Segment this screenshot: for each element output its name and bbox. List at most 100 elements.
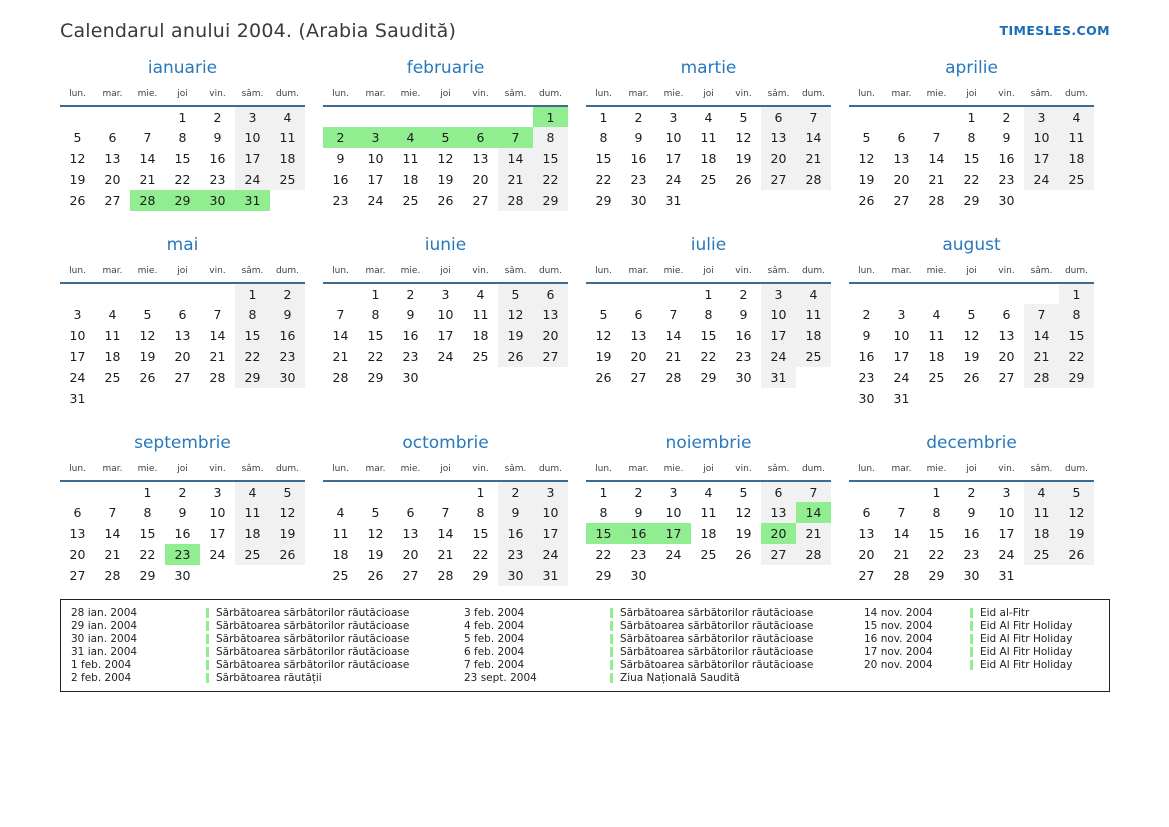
- day-cell: 17: [656, 523, 691, 544]
- day-cell: 2: [498, 481, 533, 502]
- day-cell: 13: [402, 526, 419, 541]
- day-cell: 20: [761, 148, 796, 169]
- holiday-tick-icon: [206, 660, 209, 671]
- day-cell: 22: [1059, 346, 1094, 367]
- day-cell: 6: [178, 307, 187, 322]
- day-cell: 30: [630, 193, 647, 208]
- weekday-header: dum.: [801, 89, 826, 99]
- month-title-august[interactable]: august: [942, 235, 1001, 255]
- weekday-header: joi: [440, 464, 451, 474]
- day-cell: 20: [402, 547, 419, 562]
- weekday-header: lun.: [69, 464, 86, 474]
- weekday-header: vin.: [735, 266, 752, 276]
- day-cell: 10: [1024, 127, 1059, 148]
- day-cell: 5: [862, 130, 871, 145]
- weekday-header: mar.: [365, 266, 386, 276]
- day-cell: 5: [73, 130, 82, 145]
- day-cell: 26: [858, 193, 875, 208]
- day-cell: 1: [178, 109, 187, 125]
- holiday-label: Eid Al Fitr Holiday: [980, 619, 1073, 632]
- day-cell: 14: [893, 526, 910, 541]
- day-cell: 1: [599, 109, 608, 125]
- weekday-header: dum.: [538, 89, 563, 99]
- holiday-tick-icon: [970, 608, 973, 619]
- day-cell: 16: [332, 172, 349, 187]
- day-cell: 21: [139, 172, 156, 187]
- month-title-iunie[interactable]: iunie: [424, 235, 467, 255]
- day-cell: 14: [928, 151, 945, 166]
- day-cell: 10: [69, 328, 86, 343]
- day-cell: 13: [761, 127, 796, 148]
- weekday-header: sâm.: [767, 89, 790, 99]
- holiday-date: 7 feb. 2004: [464, 658, 525, 671]
- day-cell: 29: [165, 190, 200, 211]
- day-cell: 27: [998, 370, 1015, 385]
- month-title-ianuarie[interactable]: ianuarie: [147, 58, 218, 78]
- month-title-noiembrie[interactable]: noiembrie: [665, 433, 752, 453]
- day-cell: 13: [998, 328, 1015, 343]
- empty-cell: [726, 190, 761, 211]
- month-title-februarie[interactable]: februarie: [406, 58, 485, 78]
- day-cell: 19: [735, 526, 752, 541]
- day-cell: 8: [235, 304, 270, 325]
- month-title-decembrie[interactable]: decembrie: [926, 433, 1017, 453]
- month-grid-septembrie: lun. mar. mie. joi vin. sâm. dum. 1 2 3 4 5 6 7 8 9 10 11…: [60, 461, 305, 586]
- day-cell: 3: [669, 109, 678, 125]
- holiday-date: 23 sept. 2004: [464, 671, 537, 684]
- holiday-row: 15 nov. 2004 Eid Al Fitr Holiday: [864, 620, 1101, 633]
- day-cell: 12: [1059, 502, 1094, 523]
- day-cell: 4: [796, 283, 831, 304]
- day-cell: 8: [143, 505, 152, 520]
- day-cell: 10: [665, 505, 682, 520]
- empty-cell: [1059, 190, 1094, 211]
- weekday-header: lun.: [595, 89, 612, 99]
- day-cell: 2: [967, 484, 976, 500]
- month-grid-aprilie: lun. mar. mie. joi vin. sâm. dum. 1 2 3 4 5 6 7 8 9 10 11…: [849, 86, 1094, 211]
- weekday-header: mie.: [926, 89, 947, 99]
- weekday-header: joi: [440, 89, 451, 99]
- empty-cell: [796, 367, 831, 388]
- empty-cell: [200, 565, 235, 586]
- day-cell: 30: [963, 568, 980, 583]
- day-cell: 8: [704, 307, 713, 322]
- month-title-martie[interactable]: martie: [680, 58, 737, 78]
- day-cell: 13: [761, 502, 796, 523]
- day-cell: 16: [621, 523, 656, 544]
- day-cell: 30: [402, 370, 419, 385]
- day-cell: 1: [533, 106, 568, 127]
- weekday-header: sâm.: [1030, 266, 1053, 276]
- day-cell: 23: [332, 193, 349, 208]
- day-cell: 22: [928, 547, 945, 562]
- empty-cell: [691, 565, 726, 586]
- holiday-tick-icon: [206, 672, 209, 683]
- day-cell: 4: [1024, 481, 1059, 502]
- weekday-header: mie.: [926, 266, 947, 276]
- day-cell: 2: [270, 283, 305, 304]
- month-title-octombrie[interactable]: octombrie: [402, 433, 489, 453]
- month-title-mai[interactable]: mai: [166, 235, 199, 255]
- empty-cell: [323, 481, 358, 502]
- site-link[interactable]: TIMESLES.COM: [999, 23, 1110, 38]
- day-cell: 13: [630, 328, 647, 343]
- holidays-legend: 28 ian. 2004 Sărbătoarea sărbătorilor rău…: [60, 599, 1110, 693]
- weekday-header: joi: [440, 266, 451, 276]
- empty-cell: [270, 565, 305, 586]
- day-cell: 7: [213, 307, 222, 322]
- holiday-date: 5 feb. 2004: [464, 632, 525, 645]
- day-cell: 20: [104, 172, 121, 187]
- weekday-header: lun.: [595, 266, 612, 276]
- day-cell: 11: [796, 304, 831, 325]
- day-cell: 26: [367, 568, 384, 583]
- empty-cell: [533, 367, 568, 388]
- month-title-septembrie[interactable]: septembrie: [134, 433, 231, 453]
- day-cell: 21: [1024, 346, 1059, 367]
- day-cell: 23: [630, 172, 647, 187]
- day-cell: 7: [108, 505, 117, 520]
- weekday-header: dum.: [275, 266, 300, 276]
- day-cell: 30: [998, 193, 1015, 208]
- day-cell: 7: [143, 130, 152, 145]
- day-cell: 31: [533, 565, 568, 586]
- day-cell: 3: [213, 484, 222, 500]
- month-title-aprilie[interactable]: aprilie: [945, 58, 998, 78]
- month-title-iulie[interactable]: iulie: [690, 235, 727, 255]
